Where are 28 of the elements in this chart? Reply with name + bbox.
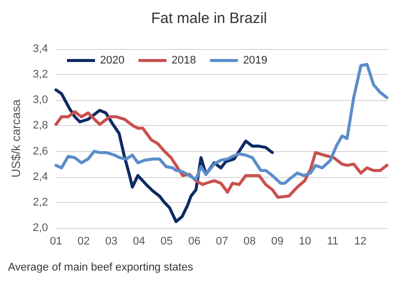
x-tick-label: 07 xyxy=(216,236,228,248)
y-tick-label: 2,4 xyxy=(32,170,48,183)
x-tick-label: 12 xyxy=(354,236,366,248)
x-tick-label: 11 xyxy=(326,236,338,248)
y-tick-label: 3,2 xyxy=(32,68,48,81)
legend-label: 2020 xyxy=(100,54,124,66)
y-tick-label: 3,4 xyxy=(32,43,48,55)
line-series xyxy=(54,62,388,185)
x-tick-label: 09 xyxy=(271,236,284,248)
y-axis-title: US$/k carcasa xyxy=(8,99,23,178)
x-tick-label: 08 xyxy=(244,236,256,248)
x-tick-label: 10 xyxy=(298,236,312,248)
x-tick-label: 02 xyxy=(78,236,90,248)
text: Average of main beef exporting states xyxy=(8,262,194,274)
x-tick-label: 06 xyxy=(188,236,200,248)
y-tick-label: 2,0 xyxy=(32,222,48,234)
x-tick-label: 03 xyxy=(105,236,118,248)
legend-label: 2018 xyxy=(171,54,196,66)
chart-title: Fat male in Brazil xyxy=(151,10,267,27)
x-tick-label: 04 xyxy=(132,236,146,248)
y-tick-label: 3,0 xyxy=(32,94,48,106)
y-tick-label: 2,6 xyxy=(32,145,48,158)
legend-label: 2019 xyxy=(242,54,268,66)
y-tick-label: 2,8 xyxy=(32,120,48,132)
line-series xyxy=(54,110,388,199)
x-tick-label: 05 xyxy=(160,236,173,248)
x-tick-label: 01 xyxy=(50,236,62,248)
y-tick-label: 2,2 xyxy=(32,196,48,208)
